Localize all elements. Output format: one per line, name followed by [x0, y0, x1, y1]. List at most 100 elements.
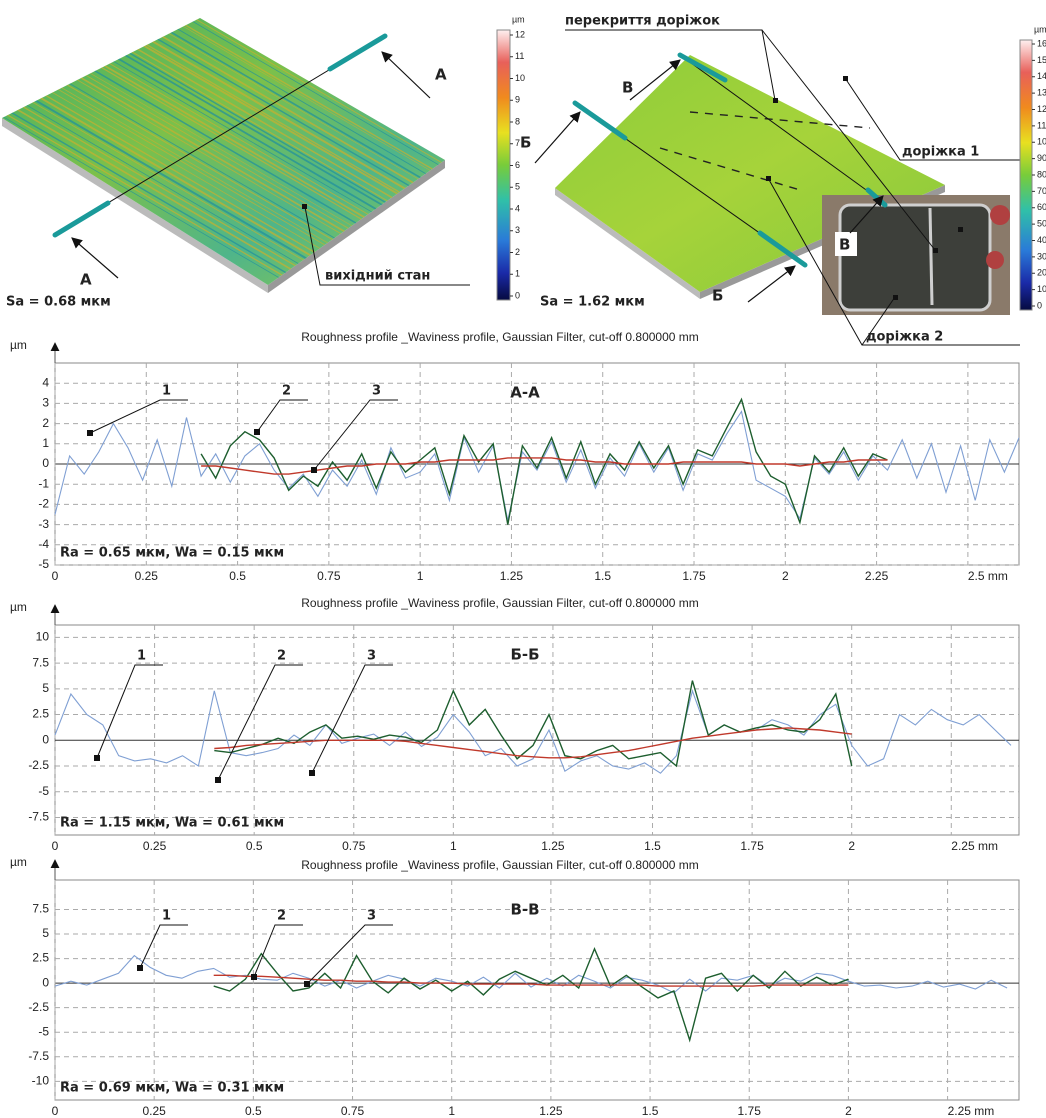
chart-title: Roughness profile _Waviness profile, Gau… [301, 330, 699, 344]
annotation: 1 [137, 649, 146, 664]
label-box [835, 232, 857, 256]
x-tick-label: 1.5 [642, 1104, 659, 1118]
section-mark: А [80, 271, 92, 289]
texture-stripe [155, 18, 445, 281]
section-mark: А [435, 66, 447, 84]
x-tick-label: 0.75 [342, 839, 366, 853]
x-tick-label: 0 [52, 839, 59, 853]
x-tick-label: 2.25 [865, 569, 889, 583]
leader-dot [251, 974, 257, 980]
x-tick-label: 2 [848, 839, 855, 853]
y-tick-label: 2.5 [32, 951, 49, 965]
section-label: Б-Б [510, 646, 539, 664]
colorbar-label: 50 [1037, 219, 1046, 229]
surface-side [2, 118, 268, 293]
texture-stripe [111, 18, 445, 281]
x-tick-label: 0.25 [142, 1104, 166, 1118]
x-tick-label: 0 [52, 569, 59, 583]
colorbar-label: 12 [515, 29, 525, 39]
x-tick-label: 1.5 [644, 839, 661, 853]
colorbar-label: 6 [515, 160, 520, 170]
y-tick-label: -3 [38, 517, 49, 531]
y-tick-label: 0 [42, 732, 49, 746]
x-tick-label: 1 [448, 1104, 455, 1118]
y-tick-label: -2 [38, 497, 49, 511]
annotation: 3 [367, 649, 376, 664]
colorbar-unit: µm [1034, 24, 1046, 34]
stats: Ra = 0.69 мкм, Wa = 0.31 мкм [60, 1081, 284, 1096]
colorbar-left [496, 29, 511, 301]
y-tick-label: 5 [42, 926, 49, 940]
y-tick-label: -10 [32, 1074, 50, 1088]
y-tick-label: -5 [38, 1024, 49, 1038]
profile-line [214, 727, 852, 759]
pointer-dots [302, 76, 963, 300]
colorbar-label: 5 [515, 182, 520, 192]
x-tick-label: 1 [450, 839, 457, 853]
texture-stripe [2, 18, 344, 281]
leader-dot [87, 430, 93, 436]
texture-stripe [127, 18, 445, 281]
colorbar-label: 7 [515, 138, 520, 148]
x-tick-label: 0.5 [229, 569, 246, 583]
profile-line [54, 954, 1008, 994]
y-tick-label: 0 [42, 456, 49, 470]
texture-stripe [2, 18, 375, 281]
surface-label: вихідний стан [325, 269, 430, 284]
colorbar-label: 0 [1037, 300, 1042, 310]
leader-line [256, 399, 308, 433]
texture-stripe [2, 18, 392, 281]
leader-dot [309, 770, 315, 776]
y-tick-label: 2 [42, 416, 49, 430]
colorbar-label: 20 [1037, 268, 1046, 278]
annotation: 2 [277, 649, 286, 664]
texture-stripe [115, 18, 445, 281]
annotation: 1 [162, 384, 171, 399]
photo-detail [986, 251, 1004, 269]
texture-stripe [2, 18, 299, 281]
colorbar-label: 40 [1037, 235, 1046, 245]
x-tick-label: 0.25 [143, 839, 167, 853]
leader-line [89, 399, 188, 434]
leader-line [306, 924, 393, 985]
colorbar-label: 30 [1037, 251, 1046, 261]
texture-stripe [2, 18, 338, 281]
annotation: 3 [367, 909, 376, 924]
y-tick-label: -5 [38, 784, 49, 798]
roughness-value: Sa = 0.68 мкм [6, 295, 111, 310]
profile-line [200, 397, 888, 526]
surface-left [2, 18, 445, 285]
x-tick-label: 0.75 [341, 1104, 365, 1118]
section-label: А-А [510, 384, 540, 402]
colorbar-label: 4 [515, 203, 520, 213]
leader-line [253, 924, 303, 978]
colorbar-label: 8 [515, 116, 520, 126]
x-tick-label: 1.75 [740, 839, 764, 853]
annotation: 2 [277, 909, 286, 924]
stats: Ra = 1.15 мкм, Wa = 0.61 мкм [60, 816, 284, 831]
x-tick-label: 1.25 [539, 1104, 563, 1118]
y-tick-label: -5 [38, 557, 49, 571]
leader-dot [254, 429, 260, 435]
colorbar-right [1019, 39, 1033, 311]
colorbar-label: 12 [1037, 104, 1046, 114]
texture-stripe [99, 18, 445, 281]
texture-stripe [2, 18, 363, 281]
section-mark: В [839, 236, 850, 254]
y-tick-label: 7.5 [32, 655, 49, 669]
x-tick-label: 1.5 [594, 569, 611, 583]
x-tick-label: 1.25 [500, 569, 524, 583]
section-mark: Б [520, 134, 531, 152]
colorbar-label: 70 [1037, 186, 1046, 196]
colorbar-label: 15 [1037, 55, 1046, 65]
y-tick-label: 10 [36, 630, 50, 644]
arrows [71, 51, 884, 303]
leader-dot [304, 981, 310, 987]
texture-stripe [81, 18, 445, 281]
leader-line [313, 399, 398, 471]
annotation: 2 [282, 384, 291, 399]
section-mark: Б [712, 287, 723, 305]
leader-dot [94, 755, 100, 761]
